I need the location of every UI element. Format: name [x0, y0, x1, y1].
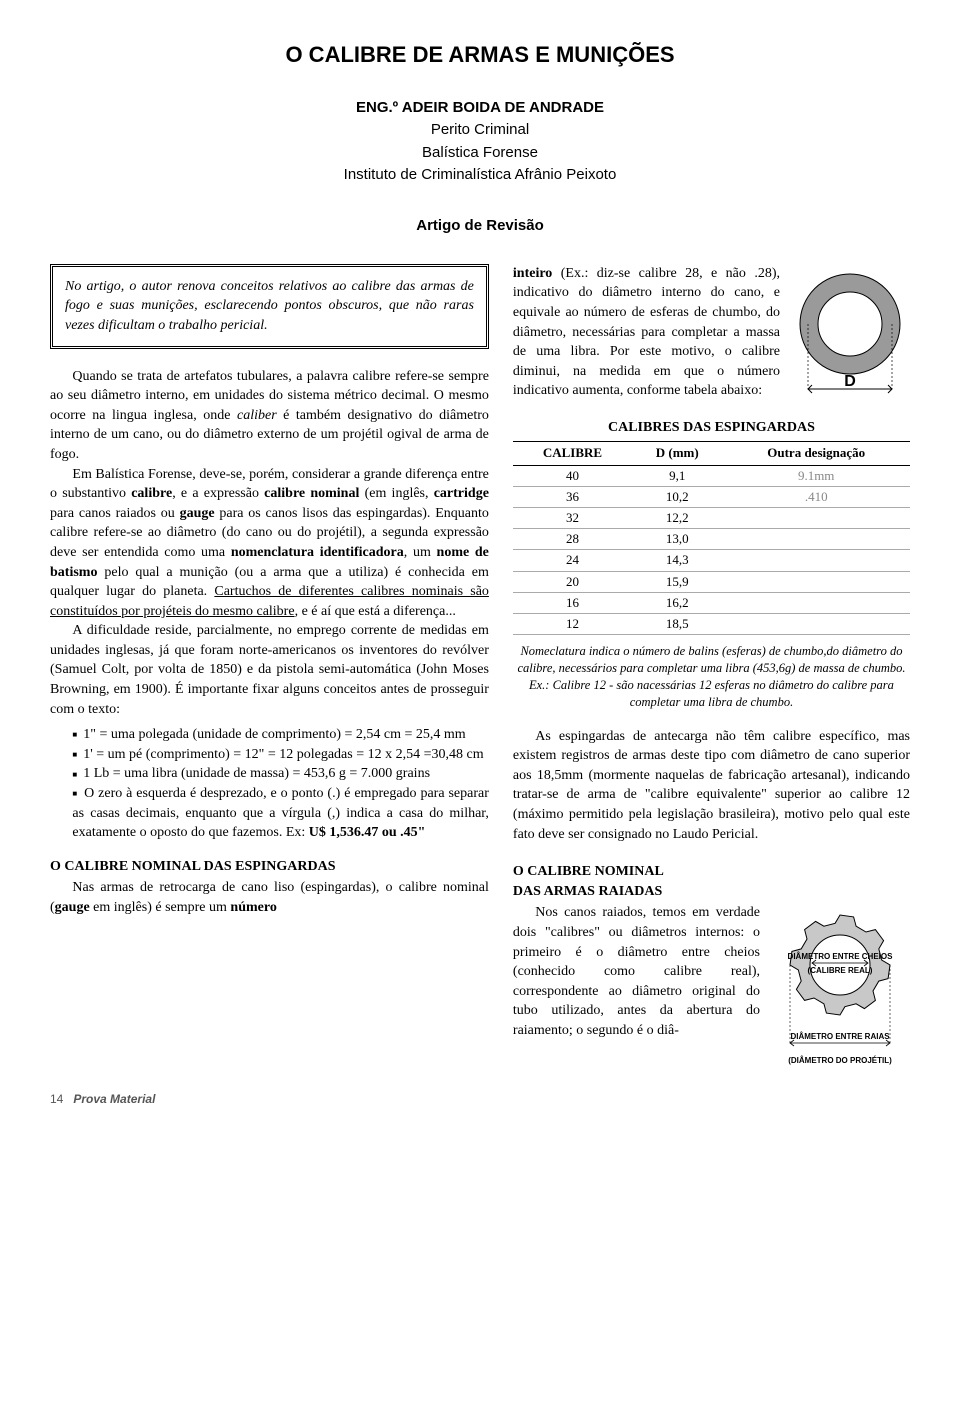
paragraph: A dificuldade reside, parcialmente, no e…: [50, 621, 489, 719]
td: 28: [513, 529, 632, 550]
author-name: ENG.º ADEIR BOIDA DE ANDRADE: [50, 97, 910, 120]
bullet-item: 1' = um pé (comprimento) = 12" = 12 pole…: [72, 745, 489, 765]
author-role: Perito Criminal: [50, 119, 910, 142]
table-row: 2813,0: [513, 529, 910, 550]
subheading: O CALIBRE NOMINAL DAS ARMAS RAIADAS: [513, 862, 910, 901]
subheading-line: DAS ARMAS RAIADAS: [513, 882, 910, 902]
ring-diagram: D: [790, 264, 910, 404]
td: 14,3: [632, 550, 722, 571]
td: [722, 613, 910, 634]
td: 10,2: [632, 486, 722, 507]
gear-label: (CALIBRE REAL): [808, 966, 873, 975]
bold: nomenclatura identificadora: [231, 545, 404, 560]
td: 32: [513, 507, 632, 528]
author-role: Instituto de Criminalística Afrânio Peix…: [50, 164, 910, 187]
table-header-row: CALIBRE D (mm) Outra designação: [513, 442, 910, 465]
right-column: inteiro (Ex.: diz-se calibre 28, e não .…: [513, 264, 910, 1074]
table-row: 3212,2: [513, 507, 910, 528]
table-row: 409,19.1mm: [513, 465, 910, 486]
td: 24: [513, 550, 632, 571]
td: 20: [513, 571, 632, 592]
td: 9,1: [632, 465, 722, 486]
bold: calibre nominal: [264, 486, 359, 501]
bold: U$ 1,536.47 ou .45": [309, 825, 426, 840]
table-title: CALIBRES DAS ESPINGARDAS: [513, 418, 910, 438]
td: [722, 550, 910, 571]
td: 16: [513, 592, 632, 613]
bold: cartridge: [434, 486, 489, 501]
left-column: No artigo, o autor renova conceitos rela…: [50, 264, 489, 918]
subheading-line: O CALIBRE NOMINAL: [513, 862, 910, 882]
right-bottom-row: Nos canos raiados, temos em verdade dois…: [513, 903, 910, 1073]
magazine-name: Prova Material: [73, 1092, 155, 1106]
td: 36: [513, 486, 632, 507]
calibre-table: CALIBRE D (mm) Outra designação 409,19.1…: [513, 441, 910, 635]
paragraph: Nas armas de retrocarga de cano liso (es…: [50, 878, 489, 917]
text: (Ex.: diz-se calibre 28, e não .28), ind…: [513, 266, 780, 399]
text: O zero à esquerda é desprezado, e o pont…: [72, 786, 489, 840]
gear-label: DIÂMETRO ENTRE RAIAS: [790, 1032, 890, 1041]
italic: caliber: [237, 408, 277, 423]
text: em inglês) é sempre um: [90, 900, 231, 915]
text: , e a expressão: [172, 486, 264, 501]
calibre-table-wrap: CALIBRES DAS ESPINGARDAS CALIBRE D (mm) …: [513, 418, 910, 635]
bullet-item: O zero à esquerda é desprezado, e o pont…: [72, 784, 489, 843]
bullet-item: 1 Lb = uma libra (unidade de massa) = 45…: [72, 764, 489, 784]
subheading: O CALIBRE NOMINAL DAS ESPINGARDAS: [50, 857, 489, 877]
text: (em inglês,: [359, 486, 433, 501]
td: 18,5: [632, 613, 722, 634]
text: , um: [404, 545, 437, 560]
table-row: 1616,2: [513, 592, 910, 613]
page-number: 14: [50, 1092, 63, 1106]
paragraph: As espingardas de antecarga não têm cali…: [513, 727, 910, 845]
paragraph: Em Balística Forense, deve-se, porém, co…: [50, 465, 489, 622]
td: [722, 507, 910, 528]
td: 15,9: [632, 571, 722, 592]
page-footer: 14 Prova Material: [50, 1091, 910, 1108]
bold: gauge: [180, 506, 215, 521]
paragraph: Quando se trata de artefatos tubulares, …: [50, 367, 489, 465]
paragraph: Nos canos raiados, temos em verdade dois…: [513, 903, 760, 1040]
td: .410: [722, 486, 910, 507]
gear-label: DIÂMETRO ENTRE CHEIOS: [788, 952, 894, 961]
section-label: Artigo de Revisão: [50, 215, 910, 236]
table-caption: Nomeclatura indica o número de balins (e…: [513, 643, 910, 711]
table-row: 1218,5: [513, 613, 910, 634]
abstract-box: No artigo, o autor renova conceitos rela…: [50, 264, 489, 349]
bore-diagram: DIÂMETRO ENTRE CHEIOS (CALIBRE REAL) DIÂ…: [770, 903, 910, 1073]
bold: inteiro: [513, 266, 552, 281]
td: 12,2: [632, 507, 722, 528]
author-role: Balística Forense: [50, 142, 910, 165]
two-column-layout: No artigo, o autor renova conceitos rela…: [50, 264, 910, 1074]
td: [722, 571, 910, 592]
paragraph: inteiro (Ex.: diz-se calibre 28, e não .…: [513, 264, 780, 401]
d-label: D: [844, 373, 856, 390]
th: Outra designação: [722, 442, 910, 465]
table-row: 2015,9: [513, 571, 910, 592]
table-row: 2414,3: [513, 550, 910, 571]
table-row: 3610,2.410: [513, 486, 910, 507]
bold: calibre: [131, 486, 172, 501]
bullet-item: 1" = uma polegada (unidade de compriment…: [72, 725, 489, 745]
th: D (mm): [632, 442, 722, 465]
td: 9.1mm: [722, 465, 910, 486]
text: para canos raiados ou: [50, 506, 180, 521]
right-top-row: inteiro (Ex.: diz-se calibre 28, e não .…: [513, 264, 910, 404]
article-title: O CALIBRE DE ARMAS E MUNIÇÕES: [50, 40, 910, 71]
text: , e é aí que está a diferença...: [295, 604, 456, 619]
gear-label: (DIÂMETRO DO PROJÉTIL): [788, 1056, 892, 1065]
td: [722, 529, 910, 550]
td: 40: [513, 465, 632, 486]
author-block: ENG.º ADEIR BOIDA DE ANDRADE Perito Crim…: [50, 97, 910, 187]
td: [722, 592, 910, 613]
td: 12: [513, 613, 632, 634]
bullet-list: 1" = uma polegada (unidade de compriment…: [50, 725, 489, 843]
th: CALIBRE: [513, 442, 632, 465]
bold: número: [230, 900, 276, 915]
td: 13,0: [632, 529, 722, 550]
bold: gauge: [55, 900, 90, 915]
td: 16,2: [632, 592, 722, 613]
